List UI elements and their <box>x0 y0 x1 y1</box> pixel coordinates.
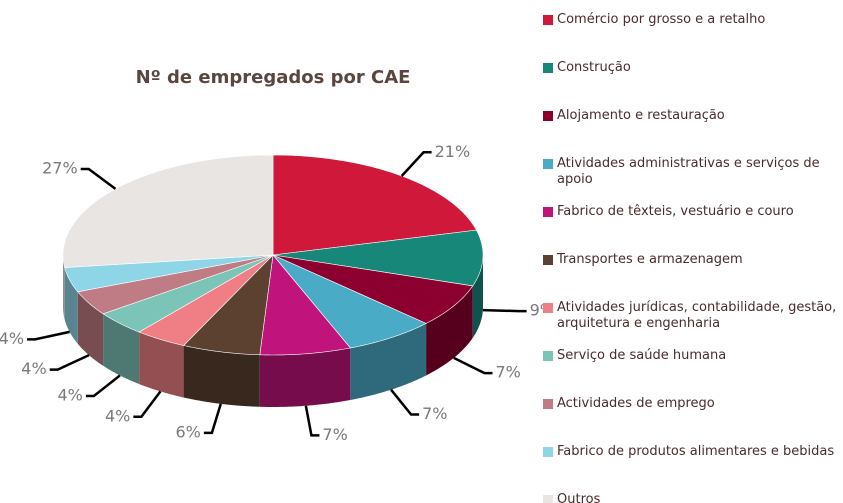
leader-line <box>390 388 420 416</box>
data-label: 4% <box>105 406 130 425</box>
legend-label: Atividades administrativas e serviços de… <box>557 156 820 187</box>
pie-slice <box>102 254 274 333</box>
data-label: 9% <box>530 301 543 320</box>
legend-label: Serviço de saúde humana <box>557 348 727 363</box>
pie-side <box>139 332 184 398</box>
leader-line <box>27 330 70 341</box>
leader-line <box>203 403 222 435</box>
legend-item: Actividades de emprego <box>543 396 842 412</box>
legend-item: Construção <box>543 60 842 76</box>
leader-line <box>85 374 121 398</box>
leader-line <box>482 308 527 313</box>
leader-line <box>400 151 432 177</box>
legend-item: Fabrico de têxteis, vestuário e couro <box>543 204 842 220</box>
chart-title: Nº de empregados por CAE <box>136 67 411 88</box>
data-label: 21% <box>435 142 471 161</box>
legend-item: Outros <box>543 492 842 503</box>
legend-label: Transportes e armazenagem <box>557 252 743 267</box>
pie-slice <box>138 254 274 346</box>
legend-swatch <box>543 495 553 503</box>
legend-swatch <box>543 447 553 457</box>
legend-label: Fabrico de têxteis, vestuário e couro <box>557 204 794 219</box>
data-label: 6% <box>176 422 201 441</box>
pie-slice <box>259 254 351 356</box>
legend-item: Serviço de saúde humana <box>543 348 842 364</box>
legend-swatch <box>543 351 553 361</box>
legend-item: Atividades administrativas e serviços de… <box>543 156 842 188</box>
legend-label: Fabrico de produtos alimentares e bebida… <box>557 444 835 459</box>
legend-item: Transportes e armazenagem <box>543 252 842 268</box>
legend-label: Alojamento e restauração <box>557 108 725 123</box>
pie-slice <box>272 254 427 349</box>
legend-swatch <box>543 15 553 25</box>
pie-side <box>350 323 427 400</box>
data-label: 7% <box>495 363 520 382</box>
pie-slice <box>272 229 484 287</box>
legend-item: Atividades jurídicas, contabilidade, ges… <box>543 300 842 332</box>
pie-side <box>472 255 483 338</box>
legend-swatch <box>543 111 553 121</box>
pie-side <box>77 291 104 366</box>
pie-side <box>63 255 65 320</box>
legend-item: Alojamento e restauração <box>543 108 842 124</box>
pie-slice <box>77 254 274 315</box>
legend-label: Actividades de emprego <box>557 396 715 411</box>
pie-side <box>64 267 78 344</box>
legend-swatch <box>543 303 553 313</box>
chart: Nº de empregados por CAE 21% 9% 7% 7% 7% 6% 4%… <box>0 67 543 444</box>
data-label: 7% <box>322 425 347 444</box>
legend-swatch <box>543 399 553 409</box>
leader-line <box>49 354 90 371</box>
legend-swatch <box>543 255 553 265</box>
leader-line <box>133 390 162 419</box>
pie-slice <box>272 254 474 324</box>
pie-side <box>259 347 351 407</box>
legend-label: Outros <box>557 492 601 503</box>
leader-line <box>80 167 117 190</box>
pie-slice <box>182 254 274 356</box>
data-label: 4% <box>0 329 24 348</box>
legend-swatch <box>543 63 553 73</box>
pie-side <box>183 345 260 407</box>
pie-side <box>426 285 473 376</box>
pie-slice <box>64 254 274 293</box>
data-label: 7% <box>422 404 447 423</box>
legend-swatch <box>543 159 553 169</box>
legend-item: Fabrico de produtos alimentares e bebida… <box>543 444 842 460</box>
data-label: 27% <box>42 159 78 178</box>
leader-line <box>304 405 320 437</box>
legend-label: Atividades jurídicas, contabilidade, ges… <box>557 300 837 331</box>
pie-slice <box>62 154 274 268</box>
leader-line <box>453 356 493 375</box>
legend-label: Construção <box>557 60 631 75</box>
data-label: 4% <box>58 385 83 404</box>
legend-item: Comércio por grosso e a retalho <box>543 12 842 28</box>
pie-side <box>103 313 140 385</box>
legend-label: Comércio por grosso e a retalho <box>557 12 766 27</box>
data-label: 4% <box>21 359 46 378</box>
legend-swatch <box>543 207 553 217</box>
